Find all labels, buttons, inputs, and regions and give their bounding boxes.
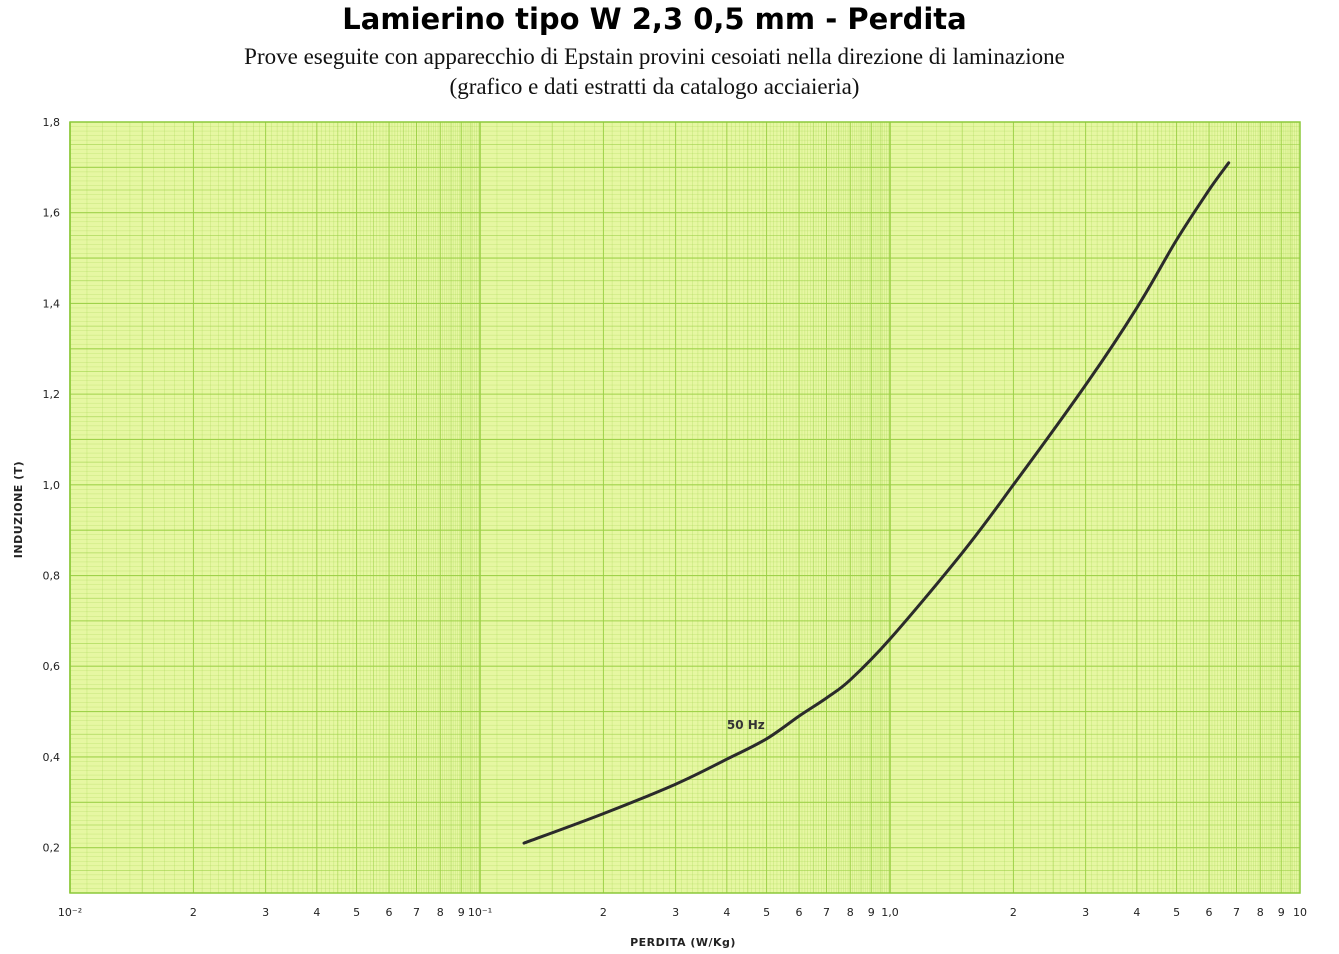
x-tick-label: 9 [1278, 906, 1285, 919]
plot-border [69, 121, 1301, 894]
y-tick-label: 0,2 [43, 842, 61, 855]
x-tick-label: 7 [823, 906, 830, 919]
chart-subtitle-line-2: (grafico e dati estratti da catalogo acc… [449, 74, 860, 99]
x-tick-label: 10⁻² [58, 906, 82, 919]
x-tick-label: 5 [1173, 906, 1180, 919]
x-tick-label: 9 [868, 906, 875, 919]
x-tick-label: 3 [1082, 906, 1089, 919]
x-tick-label: 9 [458, 906, 465, 919]
x-tick-label: 10⁻¹ [468, 906, 492, 919]
y-tick-label: 0,4 [43, 751, 61, 764]
x-tick-label: 2 [600, 906, 607, 919]
y-tick-label: 1,2 [43, 388, 61, 401]
y-tick-label: 0,6 [43, 660, 61, 673]
x-tick-label: 4 [723, 906, 730, 919]
y-tick-label: 1,8 [43, 116, 61, 129]
x-tick-label: 6 [796, 906, 803, 919]
x-tick-label: 2 [190, 906, 197, 919]
x-tick-label: 7 [1233, 906, 1240, 919]
x-tick-label: 5 [353, 906, 360, 919]
y-tick-labels: 0,2 0,4 0,6 0,8 1,0 1,2 1,4 1,6 1,8 [43, 116, 61, 855]
y-tick-label: 1,4 [43, 297, 61, 310]
x-tick-label: 4 [313, 906, 320, 919]
chart-subtitle-line-1: Prove eseguite con apparecchio di Epstai… [244, 44, 1065, 69]
y-tick-label: 1,0 [43, 479, 61, 492]
x-tick-labels: 10⁻² 2 3 4 5 6 7 8 9 10⁻¹ 2 3 4 5 6 7 8 9 1,0 2 3 4 5 6 7 8 9 10 [58, 906, 1307, 919]
x-tick-label: 10 [1293, 906, 1307, 919]
y-tick-label: 1,6 [43, 207, 61, 220]
x-tick-label: 4 [1133, 906, 1140, 919]
chart-title: Lamierino tipo W 2,3 0,5 mm - Perdita [342, 2, 967, 36]
grid-minor [70, 122, 1300, 893]
y-axis-label: INDUZIONE (T) [12, 461, 25, 558]
x-tick-label: 6 [1206, 906, 1213, 919]
y-tick-label: 0,8 [43, 570, 61, 583]
x-tick-label: 6 [386, 906, 393, 919]
x-tick-label: 1,0 [881, 906, 899, 919]
series-line-50hz [522, 161, 1231, 845]
x-tick-label: 5 [763, 906, 770, 919]
x-tick-label: 3 [262, 906, 269, 919]
annotation-50hz: 50 Hz [727, 718, 765, 732]
x-tick-label: 8 [1257, 906, 1264, 919]
x-tick-label: 8 [847, 906, 854, 919]
x-tick-label: 7 [413, 906, 420, 919]
x-tick-label: 3 [672, 906, 679, 919]
x-axis-label: PERDITA (W/Kg) [630, 936, 736, 949]
grid-major [69, 121, 1301, 894]
x-tick-label: 8 [437, 906, 444, 919]
x-tick-label: 2 [1010, 906, 1017, 919]
